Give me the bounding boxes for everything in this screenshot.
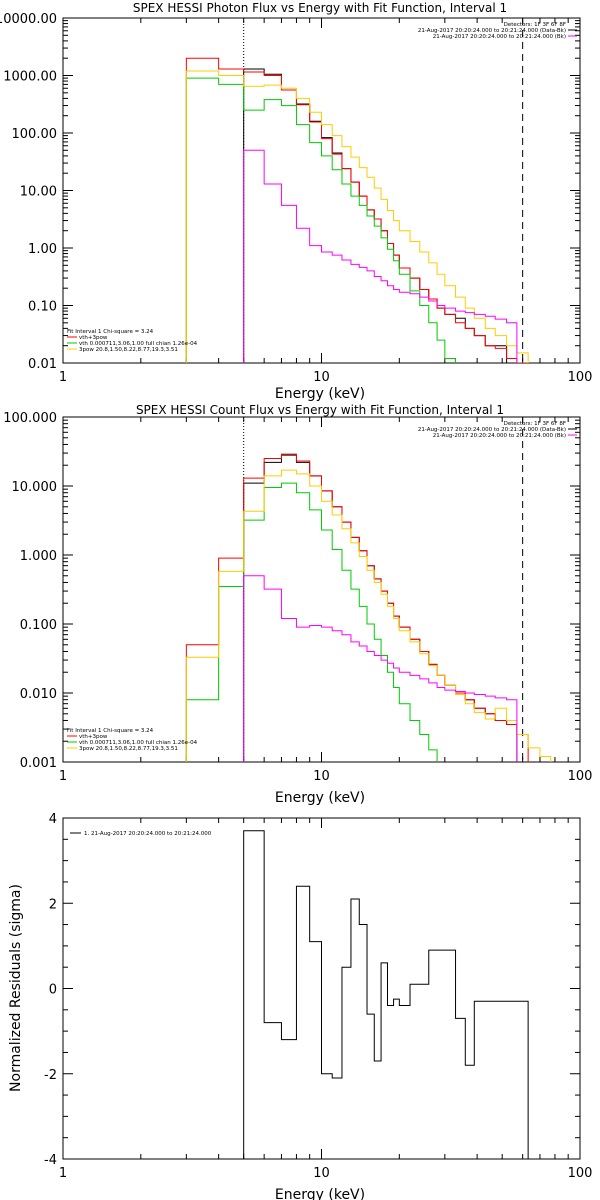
y-tick-label: 4 — [49, 812, 57, 827]
y-tick-label: 1.00 — [28, 242, 57, 257]
photon-flux-panel: SPEX HESSI Photon Flux vs Energy with Fi… — [0, 1, 592, 402]
legend-entry: Fit Interval 1 Chi-square = 3.24 — [67, 728, 154, 734]
legend-entry: vth 0.000711,3.06,1.00 full chian 1.26e-… — [79, 341, 198, 347]
spectrum-series — [185, 77, 457, 363]
residuals-xlabel: Energy (keV) — [275, 1187, 365, 1200]
photon-flux-title: SPEX HESSI Photon Flux vs Energy with Fi… — [133, 1, 507, 15]
y-tick-label: 10000.00 — [0, 12, 57, 27]
residuals-panel: Energy (keV) Normalized Residuals (sigma… — [8, 812, 592, 1200]
legend-entry: 21-Aug-2017 20:20:24.000 to 20:21:24.000… — [433, 34, 566, 40]
count-flux-plot-area — [62, 416, 581, 763]
legend-entry: Detectors: 1F 3F 6F 8F — [504, 421, 566, 427]
legend-entry: vth+3pow — [79, 734, 108, 740]
legend-entry: 21-Aug-2017 20:20:24.000 to 20:21:24.000… — [418, 28, 566, 34]
y-tick-label: 0.001 — [20, 756, 57, 771]
y-tick-label: 1000.00 — [3, 70, 57, 85]
x-tick-label: 1 — [59, 769, 67, 784]
legend-entry: 3pow 20.8,1.50,8.22,8.77,19.3,3.51 — [79, 746, 178, 752]
spectrum-series — [185, 57, 541, 363]
y-tick-label: 1.000 — [20, 549, 57, 564]
spectrum-series — [243, 830, 529, 1159]
count-flux-xlabel: Energy (keV) — [275, 790, 365, 806]
y-tick-label: 0.10 — [28, 300, 57, 315]
legend-entry: 3pow 20.8,1.50,8.22,8.77,19.3,3.51 — [79, 347, 178, 353]
x-tick-label: 10 — [313, 1166, 330, 1181]
y-tick-label: 10.00 — [20, 185, 57, 200]
y-tick-label: 100.000 — [3, 411, 57, 426]
legend-entry: Detectors: 1F 3F 6F 8F — [504, 22, 566, 28]
x-tick-label: 100 — [568, 769, 593, 784]
photon-flux-plot-area — [62, 17, 581, 364]
x-tick-label: 1 — [59, 1166, 67, 1181]
spectrum-series — [243, 68, 517, 363]
spectrum-series — [243, 454, 518, 762]
legend-entry: 21-Aug-2017 20:20:24.000 to 20:21:24.000… — [418, 427, 566, 433]
x-tick-label: 100 — [568, 370, 593, 385]
y-tick-label: 2 — [49, 897, 57, 912]
count-flux-title: SPEX HESSI Count Flux vs Energy with Fit… — [136, 403, 504, 417]
spectrum-series — [185, 482, 446, 762]
spectrum-series — [185, 453, 529, 762]
spectrum-series — [185, 469, 563, 762]
x-tick-label: 10 — [313, 769, 330, 784]
legend-entry: 1. 21-Aug-2017 20:20:24.000 to 20:21:24.… — [84, 831, 212, 837]
x-tick-label: 100 — [568, 1166, 593, 1181]
spectrum-series — [185, 70, 541, 363]
x-tick-label: 10 — [313, 370, 330, 385]
legend-entry: vth 0.000711,3.06,1.00 full chian 1.26e-… — [79, 740, 198, 746]
legend-entry: vth+3pow — [79, 335, 108, 341]
x-tick-label: 1 — [59, 370, 67, 385]
residuals-ylabel: Normalized Residuals (sigma) — [8, 884, 24, 1092]
y-tick-label: -2 — [44, 1068, 57, 1083]
legend-entry: 21-Aug-2017 20:20:24.000 to 20:21:24.000… — [433, 433, 566, 439]
y-tick-label: 100.00 — [12, 127, 58, 142]
count-flux-panel: SPEX HESSI Count Flux vs Energy with Fit… — [3, 403, 592, 806]
y-tick-label: 0.100 — [20, 618, 57, 633]
legend-entry: Fit Interval 1 Chi-square = 3.24 — [67, 329, 154, 335]
y-tick-label: 10.000 — [12, 480, 58, 495]
y-tick-label: 0.010 — [20, 687, 57, 702]
spectrum-series — [243, 149, 518, 363]
spectrum-series — [243, 575, 518, 762]
y-tick-label: -4 — [44, 1153, 57, 1168]
y-tick-label: 0.01 — [28, 357, 57, 372]
photon-flux-xlabel: Energy (keV) — [275, 386, 365, 402]
y-tick-label: 0 — [49, 983, 57, 998]
